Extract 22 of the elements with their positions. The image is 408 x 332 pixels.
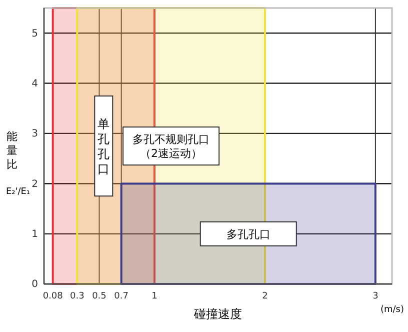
- x-tick-label: 0.08: [42, 291, 64, 302]
- y-tick-label: 1: [32, 229, 38, 240]
- y-tick-label: 2: [32, 178, 38, 190]
- text: 能量比 E₂'/E₁: [6, 130, 30, 197]
- x-tick-label: 2: [262, 291, 268, 302]
- y-tick-label: 5: [32, 28, 38, 40]
- x-tick-label: 0.3: [70, 291, 84, 302]
- name-label: 多孔孔口: [200, 221, 297, 246]
- x-tick-label: 0.7: [114, 291, 128, 302]
- text: (m/s): [380, 305, 404, 315]
- x-tick-label: 3: [372, 291, 378, 302]
- x-axis-title: 碰撞速度: [193, 307, 242, 321]
- series-label: 单孔孔口: [98, 117, 110, 176]
- y-tick-label: 4: [32, 78, 38, 90]
- name-label: 单孔孔口: [94, 96, 114, 196]
- series-label: 多孔不规则孔口（2速运动）: [132, 133, 210, 160]
- y-tick-label: 3: [32, 128, 38, 140]
- series-label: 多孔孔口: [226, 228, 270, 241]
- y-tick-label: 0: [32, 279, 38, 290]
- name-label: 多孔不规则孔口（2速运动）: [122, 126, 220, 166]
- x-tick-label: 1: [152, 291, 158, 302]
- x-tick-label: 0.5: [92, 291, 106, 302]
